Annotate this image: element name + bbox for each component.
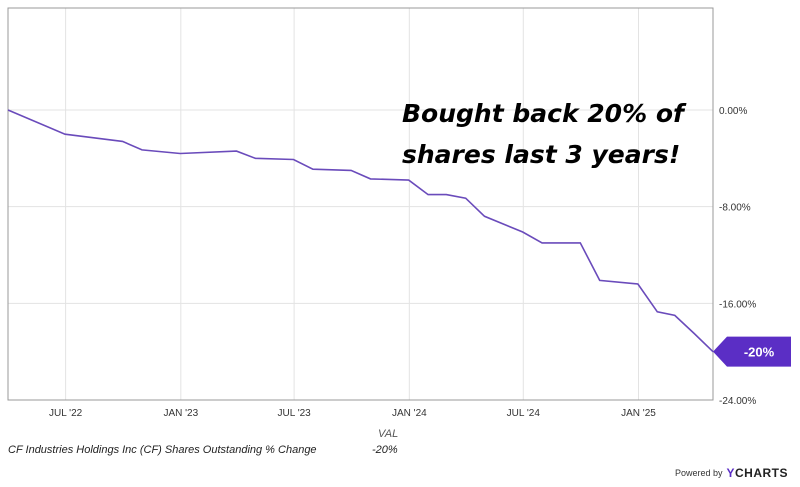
powered-by-text: Powered by: [674, 468, 723, 478]
x-axis: JUL '22 JAN '23 JUL '23 JAN '24 JUL '24 JAN '…: [49, 408, 656, 419]
annotation: Bought back 20% of shares last 3 years!: [402, 99, 687, 169]
ycharts-logo: YCHARTS: [726, 466, 788, 480]
x-tick-label: JUL '24: [507, 408, 541, 419]
x-tick-label: JUL '22: [49, 408, 83, 419]
x-tick-label: JAN '23: [163, 408, 198, 419]
end-value-badge-shape: [713, 336, 791, 367]
annotation-line-1: Bought back 20% of: [402, 99, 687, 128]
y-tick-label: -24.00%: [719, 396, 756, 407]
logo-prefix: Y: [726, 466, 735, 480]
legend-value-header: VAL: [378, 428, 399, 440]
y-tick-label: -16.00%: [719, 299, 756, 310]
x-tick-label: JAN '24: [392, 408, 427, 419]
plot-frame: [7, 7, 714, 401]
x-tick-label: JAN '25: [621, 408, 656, 419]
logo-suffix: CHARTS: [735, 466, 788, 480]
end-value-badge: -20%: [713, 336, 791, 367]
y-tick-label: -8.00%: [719, 203, 751, 214]
end-value-label: -20%: [744, 345, 775, 360]
legend-series-name[interactable]: CF Industries Holdings Inc (CF) Shares O…: [8, 444, 317, 456]
chart-grid: [8, 8, 713, 401]
annotation-line-2: shares last 3 years!: [402, 140, 680, 169]
legend-series-value: -20%: [372, 444, 398, 456]
y-tick-label: 0.00%: [719, 106, 747, 117]
y-axis: 0.00% -8.00% -16.00% -24.00%: [719, 106, 756, 407]
series-line: [7, 109, 714, 353]
x-tick-label: JUL '23: [278, 408, 312, 419]
branding[interactable]: Powered by YCHARTS: [675, 466, 788, 480]
